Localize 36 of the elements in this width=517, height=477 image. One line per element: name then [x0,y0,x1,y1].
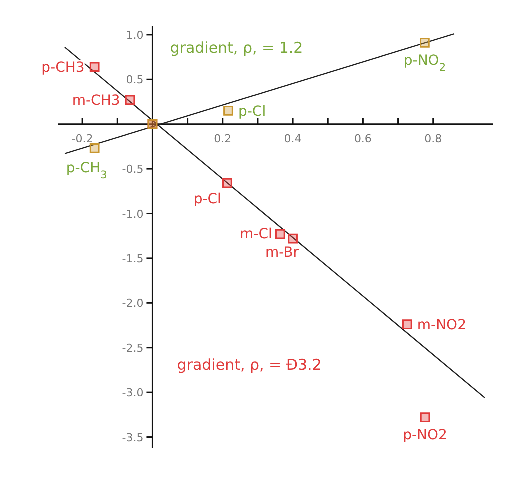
point [420,38,430,48]
point [275,229,286,240]
y-tick-label: -3.5 [122,431,144,444]
y-tick-label: -1.5 [122,252,144,266]
annotation: gradient, ρ, = Đ3.2 [177,356,322,374]
y-tick-label: 0.5 [126,74,144,87]
annotation: m-Br [265,244,300,261]
annotation: gradient, ρ, = 1.2 [170,38,304,57]
annotation: m-NO2 [417,318,466,334]
x-tick-label: 0.6 [354,132,372,146]
point [402,320,412,330]
x-tick-label: 0.8 [424,132,442,146]
x-tick-label: -0.2 [72,132,94,146]
annotation: p-Cl [194,191,222,208]
annotation: p-NO2 [403,428,448,444]
y-tick-label: 1.0 [126,28,144,42]
y-tick-label: -2.0 [122,297,144,310]
point [288,234,298,244]
point [224,106,234,116]
point [420,412,430,423]
annotation: p-CH$_{3}$ [66,160,108,182]
x-tick-label: 0.2 [214,132,232,146]
y-tick-label: -0.5 [122,163,144,176]
point [90,144,100,154]
y-tick-label: -3.0 [122,386,144,400]
y-tick-label: -1.0 [122,208,144,221]
x-tick-label: 0.4 [284,132,302,146]
point [90,62,100,72]
y-tick-label: -2.5 [122,342,144,355]
annotation: p-Cl [238,104,266,120]
annotation: p-NO$_{2}$ [404,52,446,74]
point [222,178,232,188]
annotation: m-CH3 [72,93,120,110]
point [125,95,136,106]
annotation: p-CH3 [42,60,85,76]
annotation: m-Cl [240,226,272,242]
